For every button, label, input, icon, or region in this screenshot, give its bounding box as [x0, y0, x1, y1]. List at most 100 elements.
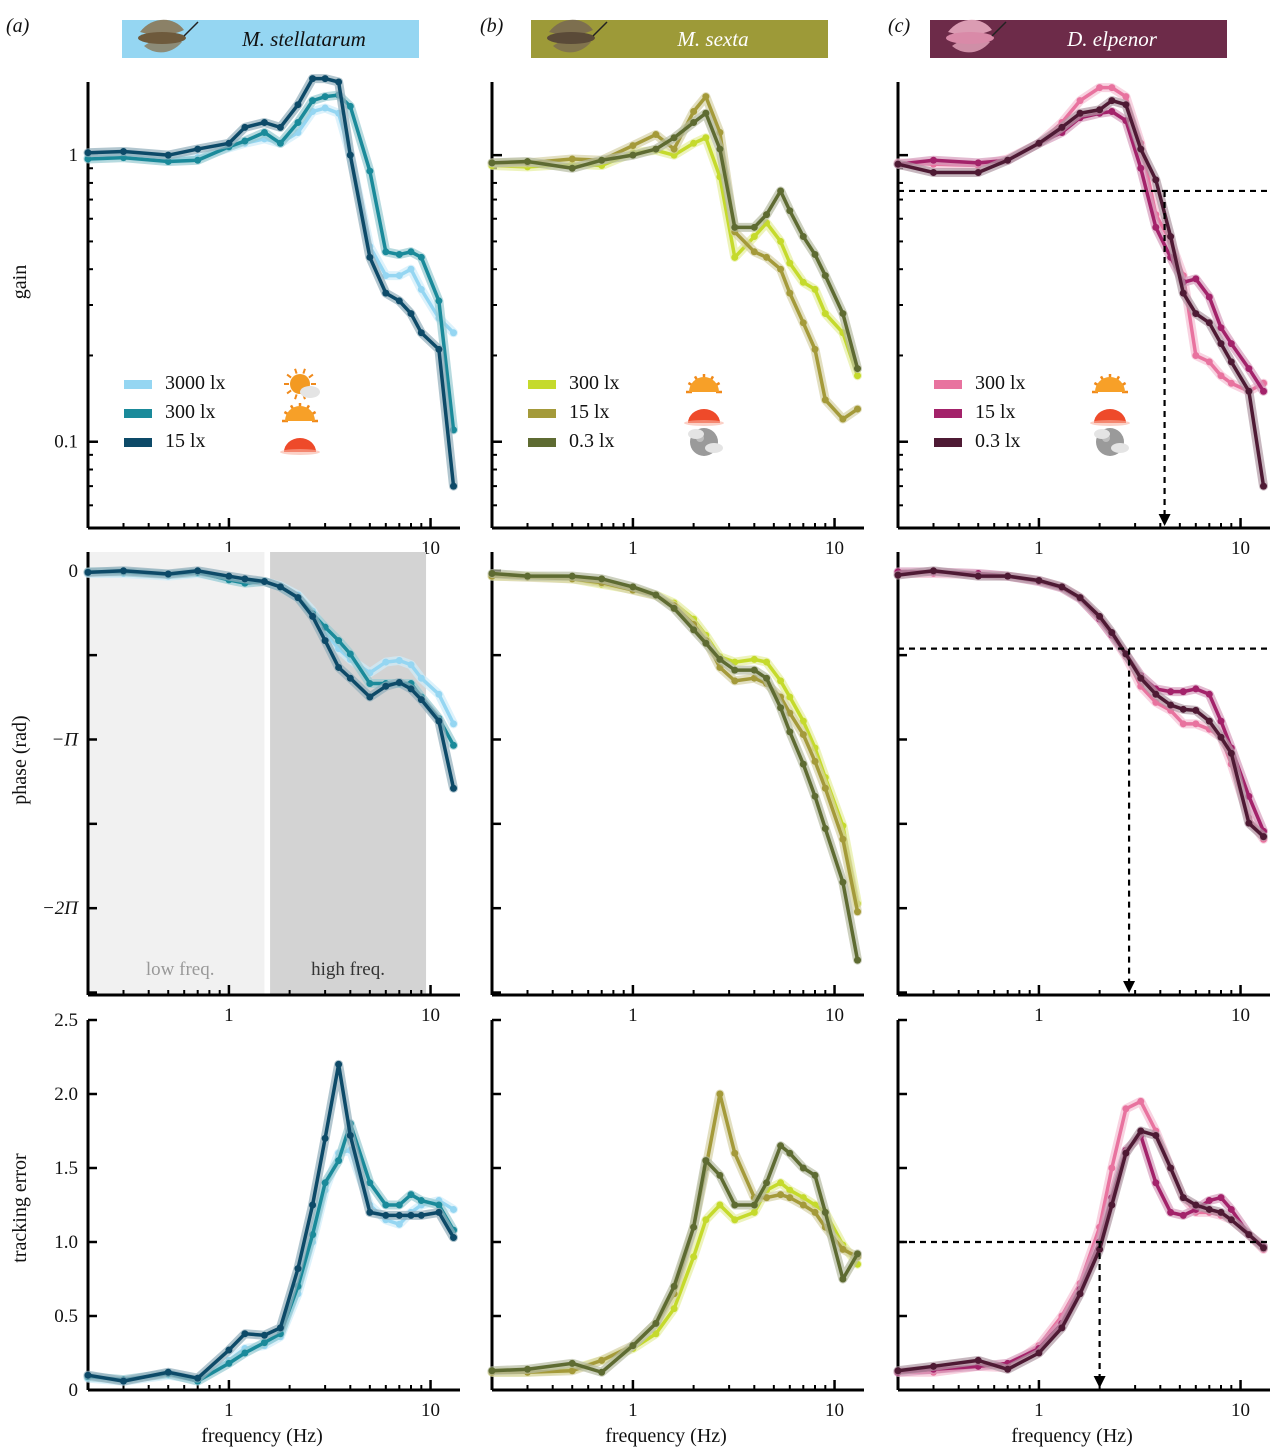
- series-300-lx: [893, 1096, 1269, 1377]
- data-point: [435, 345, 443, 353]
- legend-label: 300 lx: [569, 372, 620, 394]
- data-point: [1004, 156, 1012, 164]
- data-point: [382, 682, 390, 690]
- data-point: [811, 1208, 819, 1216]
- guide-arrowhead: [1158, 514, 1171, 526]
- data-point: [799, 717, 807, 725]
- species-label: D. elpenor: [1066, 27, 1158, 51]
- data-point: [799, 278, 807, 286]
- legend-label: 3000 lx: [165, 372, 226, 394]
- legend-swatch: [528, 380, 556, 389]
- series-15-lx: [893, 107, 1269, 396]
- data-point: [1205, 690, 1213, 698]
- data-point: [568, 1359, 576, 1367]
- moth-icon: [547, 19, 608, 53]
- data-point: [417, 696, 425, 704]
- data-point: [1192, 720, 1200, 728]
- data-point: [407, 661, 415, 669]
- data-point: [716, 1090, 724, 1098]
- series-line: [491, 571, 860, 961]
- data-point: [321, 1134, 329, 1142]
- data-point: [1058, 1324, 1066, 1332]
- legend-swatch: [528, 438, 556, 447]
- data-point: [276, 123, 284, 131]
- data-point: [690, 139, 698, 147]
- data-point: [750, 666, 758, 674]
- data-point: [524, 158, 532, 166]
- data-point: [488, 1367, 496, 1375]
- data-point: [1152, 1179, 1160, 1187]
- data-point: [839, 1275, 847, 1283]
- chart-phase: 1 10: [487, 552, 864, 1026]
- data-point: [417, 674, 425, 682]
- series-line: [491, 136, 860, 377]
- data-point: [417, 1197, 425, 1205]
- data-point: [321, 637, 329, 645]
- data-point: [670, 1305, 678, 1313]
- data-point: [799, 1164, 807, 1172]
- data-point: [1227, 1205, 1235, 1213]
- data-point: [799, 760, 807, 768]
- data-point: [241, 1330, 249, 1338]
- data-point: [799, 1201, 807, 1209]
- data-point: [260, 119, 268, 127]
- data-point: [84, 149, 92, 157]
- data-point: [346, 1131, 354, 1139]
- data-point: [750, 1201, 758, 1209]
- confidence-band: [893, 107, 1269, 396]
- legend-swatch: [124, 438, 152, 447]
- tracking-error-axis-label: tracking error: [9, 1153, 31, 1263]
- data-point: [241, 123, 249, 131]
- series-15-lx: [83, 74, 459, 491]
- data-point: [1217, 340, 1225, 348]
- data-point: [346, 674, 354, 682]
- data-point: [260, 578, 268, 586]
- data-point: [407, 265, 415, 273]
- data-point: [821, 1208, 829, 1216]
- data-point: [1217, 324, 1225, 332]
- data-point: [366, 1208, 374, 1216]
- data-point: [395, 251, 403, 259]
- data-point: [1205, 1197, 1213, 1205]
- data-point: [1122, 93, 1130, 101]
- moth-wing: [140, 19, 184, 35]
- x-tick-label: 1: [628, 1005, 638, 1026]
- data-point: [731, 1201, 739, 1209]
- series-line: [492, 1092, 859, 1374]
- sun-ray: [308, 373, 314, 379]
- panel-letter: (c): [888, 15, 911, 37]
- data-point: [1192, 310, 1200, 318]
- data-point: [799, 233, 807, 241]
- x-tick-label: 1: [628, 1400, 638, 1421]
- data-point: [629, 142, 637, 150]
- data-point: [1227, 358, 1235, 366]
- panel-letter: (b): [480, 15, 504, 37]
- data-point: [716, 1201, 724, 1209]
- data-point: [777, 1191, 785, 1199]
- data-point: [974, 1356, 982, 1364]
- confidence-band: [487, 571, 863, 917]
- data-point: [321, 1179, 329, 1187]
- guide-arrowhead: [1123, 981, 1136, 993]
- moon-cloud-icon: [688, 428, 723, 456]
- data-point: [1227, 749, 1235, 757]
- data-point: [1122, 101, 1130, 109]
- data-point: [260, 1331, 268, 1339]
- data-point: [1058, 583, 1066, 591]
- y-tick-label: 1.5: [54, 1158, 78, 1179]
- data-point: [1137, 674, 1145, 682]
- data-point: [1004, 1365, 1012, 1373]
- data-point: [241, 1349, 249, 1357]
- data-point: [120, 567, 128, 575]
- cloud: [705, 443, 723, 453]
- data-point: [382, 248, 390, 256]
- data-point: [241, 137, 249, 145]
- panel-letter: (a): [6, 15, 30, 37]
- legend-swatch: [934, 409, 962, 418]
- series-0.3-lx: [487, 1141, 863, 1377]
- species-label: M. stellatarum: [241, 27, 366, 51]
- data-point: [811, 757, 819, 765]
- moth-antenna: [991, 21, 1007, 37]
- x-tick-label: 10: [1231, 1005, 1250, 1026]
- series-300-lx: [893, 83, 1269, 396]
